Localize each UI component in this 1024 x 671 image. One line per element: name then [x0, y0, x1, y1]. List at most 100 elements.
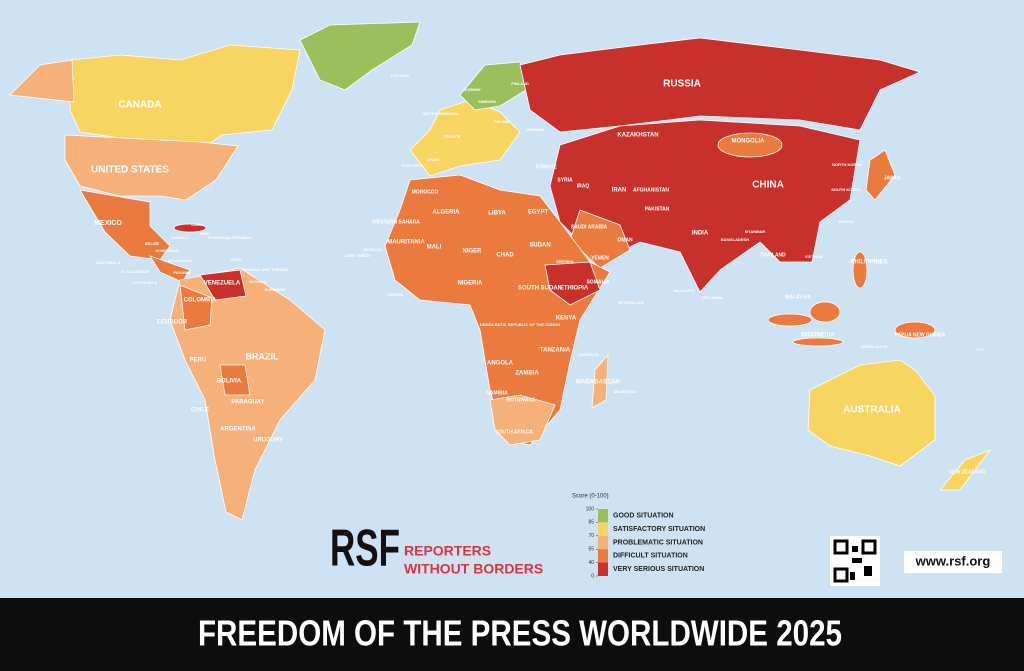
country-label: NEW ZEALAND [949, 469, 986, 475]
country-label: PHILIPPINES [850, 260, 887, 266]
country-label: BOLIVIA [217, 379, 242, 385]
country-label: TAIWAN [838, 219, 854, 224]
country-label: ETHIOPIA [560, 286, 589, 292]
country-label: DOMINICAN REPUBLIC [208, 235, 253, 240]
legend-label: VERY SERIOUS SITUATION [613, 566, 704, 573]
country-label: VIETNAM [805, 254, 824, 259]
alaska [9, 59, 75, 103]
mongolia [717, 132, 783, 158]
qr-finder [833, 539, 849, 555]
country-label: MEXICO [94, 220, 122, 227]
legend-label: SATISFACTORY SITUATION [613, 526, 705, 533]
arabia [569, 209, 631, 269]
borneo [809, 301, 841, 323]
country-label: NICARAGUA [168, 258, 193, 263]
country-label: VENEZUELA [204, 281, 241, 287]
country-label: CHILE [191, 408, 209, 414]
madagascar [591, 353, 609, 409]
country-label: INDIA [692, 231, 709, 237]
country-label: NORWAY [463, 87, 481, 92]
country-label: MOROCCO [412, 189, 439, 195]
country-label: IRAN [612, 188, 627, 194]
country-label: PORTUGAL [402, 163, 425, 168]
country-label: SUDAN [529, 243, 550, 249]
java [792, 337, 844, 347]
country-label: ANGOLA [487, 361, 514, 367]
country-label: TRINIDAD AND TOBAGO [241, 267, 288, 272]
country-label: POLAND [494, 119, 511, 124]
logo-mark: RSF [330, 520, 400, 578]
country-label: CHINA [752, 180, 784, 191]
country-label: ARGENTINA [220, 427, 256, 433]
country-label: SOUTH AFRICA [495, 429, 533, 435]
legend-tick-label: 55 [588, 547, 594, 553]
cuba [173, 223, 207, 233]
legend-swatch [598, 509, 608, 523]
legend-swatch [598, 522, 608, 536]
country-label: RUSSIA [663, 79, 701, 90]
country-label: NIGERIA [457, 281, 483, 287]
country-label: YEMEN [591, 255, 609, 261]
united-states [64, 134, 239, 201]
qr-module [852, 546, 858, 552]
qr-code [830, 536, 880, 586]
country-label: TANZANIA [540, 348, 571, 354]
logo-line: REPORTERS [404, 543, 491, 559]
new-guinea [894, 321, 936, 339]
landmasses [9, 21, 992, 521]
country-label: UKRAINE [526, 127, 545, 132]
legend-label: PROBLEMATIC SITUATION [613, 539, 703, 546]
title-band [0, 598, 1024, 671]
country-label: FINLAND [511, 81, 529, 86]
country-label: SPAIN [427, 157, 439, 162]
canada [69, 44, 301, 151]
country-label: INDONESIA [801, 333, 835, 339]
legend-label: GOOD SITUATION [613, 513, 674, 520]
russia [519, 37, 922, 133]
country-label: SOMALIA [586, 279, 609, 285]
philippines-islands [852, 251, 868, 289]
country-label: IRAQ [577, 183, 590, 189]
country-label: ECUADOR [157, 320, 188, 326]
country-label: BRAZIL [246, 351, 279, 361]
country-label: MONGOLIA [732, 139, 766, 145]
country-labels: CANADA UNITED STATES MEXICO CUBA HAITIDOMINI… [91, 73, 986, 475]
venezuela [199, 269, 247, 301]
country-label: COMOROS [577, 352, 598, 357]
country-label: SAUDI ARABIA [571, 224, 608, 230]
country-label: UNITED KINGDOM [422, 111, 458, 116]
legend-label: DIFFICULT SITUATION [613, 553, 688, 560]
country-label: ICELAND [391, 73, 409, 78]
country-label: COSTA RICA [133, 280, 158, 285]
country-label: CANADA [118, 100, 161, 111]
greenland [299, 21, 421, 91]
country-label: SOUTH SUDAN [518, 286, 562, 292]
country-label: MAURITIUS [614, 389, 637, 394]
logo-line: WITHOUT BORDERS [404, 561, 543, 577]
mexico [79, 189, 171, 261]
legend-swatch [598, 535, 608, 550]
country-label: URUGUAY [253, 438, 283, 444]
country-label: MALDIVES [674, 288, 695, 293]
country-label: SEYCHELLES [618, 300, 645, 305]
qr-module [864, 566, 872, 576]
country-label: HAITI [200, 231, 210, 236]
qr-finder [833, 567, 849, 583]
country-label: THAILAND [760, 252, 786, 258]
country-label: CUBA [191, 222, 203, 227]
sumatra [767, 313, 813, 327]
country-label: CAPE VERDE [344, 253, 370, 258]
legend-tick-label: 100 [586, 506, 595, 512]
country-label: LIBERIA [387, 292, 403, 297]
legend-swatch [598, 549, 608, 563]
country-label: DEMOCRATIC REPUBLIC OF THE CONGO [480, 322, 560, 327]
country-label: OMAN [617, 237, 633, 243]
legend-swatch [598, 562, 608, 576]
country-label: KAZAKHSTAN [617, 133, 658, 139]
legend-tick-label: 85 [588, 520, 594, 526]
country-label: ZAMBIA [515, 371, 539, 377]
country-label: BOTSWANA [506, 397, 536, 403]
japan [865, 149, 896, 201]
legend-tick-label: 70 [588, 533, 594, 539]
